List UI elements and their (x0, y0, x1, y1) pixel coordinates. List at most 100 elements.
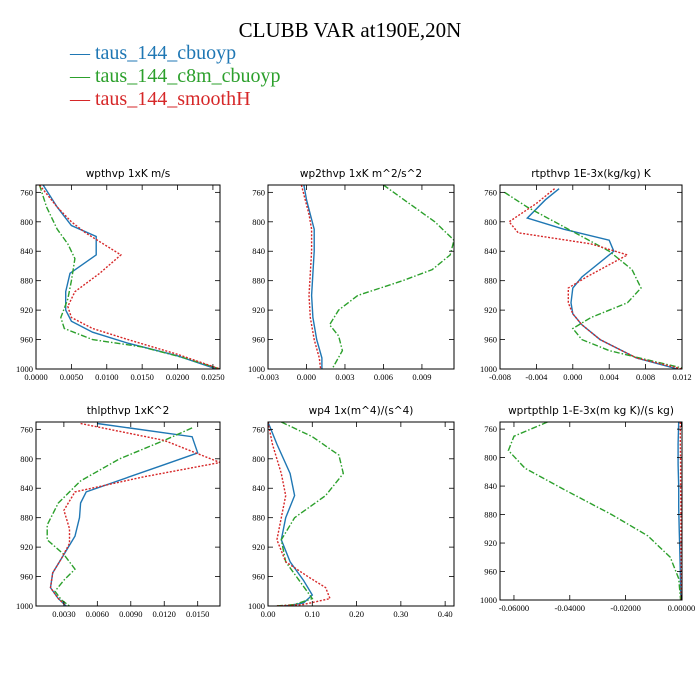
y-tick-label: 880 (20, 276, 33, 286)
y-tick-label: 760 (484, 424, 497, 434)
y-tick-label: 1000 (16, 601, 33, 611)
y-tick-label: 840 (484, 246, 497, 256)
series-line-taus_144_cbuoyp (525, 188, 678, 369)
chart-panel-5: wp4 1x(m^4)/(s^4)76080084088092096010000… (248, 405, 455, 619)
y-tick-label: 840 (252, 246, 265, 256)
y-tick-label: 840 (252, 483, 265, 493)
x-tick-label: -0.003 (257, 372, 279, 382)
y-tick-label: 1000 (248, 601, 265, 611)
y-tick-label: 1000 (480, 364, 497, 374)
y-tick-label: 880 (252, 513, 265, 523)
y-tick-label: 920 (20, 542, 33, 552)
y-tick-label: 760 (252, 187, 265, 197)
panel-frame (499, 421, 683, 601)
chart-panel-6: wprtpthlp 1-E-3x(m kg K)/(s kg) 760 800 840… (480, 405, 695, 613)
panel-title: wprtpthlp 1-E-3x(m kg K)/(s kg) (508, 405, 674, 417)
series-line-taus_144_cbuoyp (303, 185, 323, 369)
legend-line-marker: — (70, 88, 90, 110)
x-tick-label: 0.012 (672, 372, 691, 382)
x-tick-label: 0.0150 (130, 372, 153, 382)
x-tick-label: 0.0060 (86, 609, 109, 619)
series-line-taus_144_smoothH (38, 185, 220, 369)
y-tick-label: 1000 (16, 364, 33, 374)
series-line-taus_144_smoothH (300, 185, 322, 369)
series-line-taus_144_smoothH (679, 422, 682, 600)
x-tick-label: 0.0030 (52, 609, 75, 619)
x-tick-label: -0.008 (489, 372, 511, 382)
y-tick-label: 960 (20, 572, 33, 582)
y-tick-label: 960 (252, 572, 265, 582)
x-tick-label: 0.009 (412, 372, 431, 382)
chart-panel-2: wp2thvp 1xK m^2/s^2 760 800 840 880 920 960 100… (248, 168, 455, 382)
x-tick-label: 0.40 (438, 609, 453, 619)
y-tick-label: 920 (20, 305, 33, 315)
x-tick-label: 0.30 (393, 609, 408, 619)
legend-line-marker: — (70, 65, 90, 87)
legend-entry-cbuoyp: — taus_144_cbuoyp (70, 42, 236, 65)
y-tick-label: 920 (252, 305, 265, 315)
y-tick-label: 840 (484, 481, 497, 491)
x-tick-label: 0.003 (335, 372, 354, 382)
figure-title: CLUBB VAR at190E,20N (238, 18, 462, 42)
legend-entry-c8m-cbuoyp: — taus_144_c8m_cbuoyp (70, 65, 281, 88)
x-tick-label: -0.02000 (610, 603, 640, 613)
x-tick-label: 0.20 (349, 609, 364, 619)
y-tick-label: 920 (484, 538, 497, 548)
y-tick-label: 960 (484, 335, 497, 345)
legend-label: taus_144_smoothH (95, 88, 251, 110)
series-line-taus_144_cbuoyp (268, 422, 314, 606)
y-tick-label: 840 (20, 246, 33, 256)
y-tick-label: 880 (20, 513, 33, 523)
y-tick-label: 920 (252, 542, 265, 552)
panel-title: wpthvp 1xK m/s (86, 168, 171, 180)
chart-panel-1: wpthvp 1xK m/s76080084088092096010000.00… (16, 168, 225, 382)
x-tick-label: 0.00000 (668, 603, 696, 613)
y-tick-label: 760 (20, 187, 33, 197)
series-line-taus_144_c8m_cbuoyp (328, 185, 454, 369)
y-tick-label: 960 (484, 567, 497, 577)
y-tick-label: 800 (484, 217, 497, 227)
x-tick-label: 0.000 (297, 372, 316, 382)
x-tick-label: 0.0150 (186, 609, 209, 619)
x-tick-label: 0.008 (636, 372, 655, 382)
series-line-taus_144_smoothH (508, 188, 682, 369)
series-line-taus_144_c8m_cbuoyp (38, 185, 220, 369)
legend-label: taus_144_c8m_cbuoyp (95, 65, 281, 87)
chart-panel-3: rtpthvp 1E-3x(kg/kg) K 760 800 840 880 920 960… (480, 168, 692, 382)
series-line-taus_144_smoothH (49, 422, 220, 606)
panel-frame (267, 184, 455, 370)
series-line-taus_144_c8m_cbuoyp (507, 422, 682, 600)
panel-title: wp4 1x(m^4)/(s^4) (309, 405, 414, 417)
y-tick-label: 880 (484, 276, 497, 286)
x-tick-label: 0.006 (374, 372, 393, 382)
y-tick-label: 800 (252, 217, 265, 227)
x-tick-label: 0.0200 (166, 372, 189, 382)
y-tick-label: 800 (252, 454, 265, 464)
y-tick-label: 760 (20, 424, 33, 434)
series-line-taus_144_cbuoyp (49, 422, 199, 606)
x-tick-label: 0.000 (563, 372, 582, 382)
legend-entry-smoothh: — taus_144_smoothH (70, 88, 251, 111)
x-tick-label: 0.0050 (60, 372, 83, 382)
panel-frame (35, 421, 221, 607)
chart-panel-4: thlpthvp 1xK^2 760 800 840 880 920 960 1000 0.00… (16, 405, 221, 619)
x-tick-label: 0.10 (305, 609, 320, 619)
x-tick-label: 0.0100 (95, 372, 118, 382)
y-tick-label: 800 (20, 217, 33, 227)
series-line-taus_144_cbuoyp (677, 422, 682, 600)
y-tick-label: 960 (252, 335, 265, 345)
panel-title: rtpthvp 1E-3x(kg/kg) K (531, 168, 652, 180)
y-tick-label: 1000 (480, 595, 497, 605)
y-tick-label: 760 (484, 187, 497, 197)
panel-frame (267, 421, 455, 607)
y-tick-label: 800 (20, 454, 33, 464)
series-line-taus_144_c8m_cbuoyp (504, 191, 682, 369)
y-tick-label: 960 (20, 335, 33, 345)
y-tick-label: 880 (252, 276, 265, 286)
series-line-taus_144_c8m_cbuoyp (46, 427, 193, 606)
x-tick-label: 0.0250 (201, 372, 224, 382)
x-tick-label: -0.004 (525, 372, 548, 382)
legend-line-marker: — (70, 42, 90, 64)
x-tick-label: 0.0000 (24, 372, 47, 382)
